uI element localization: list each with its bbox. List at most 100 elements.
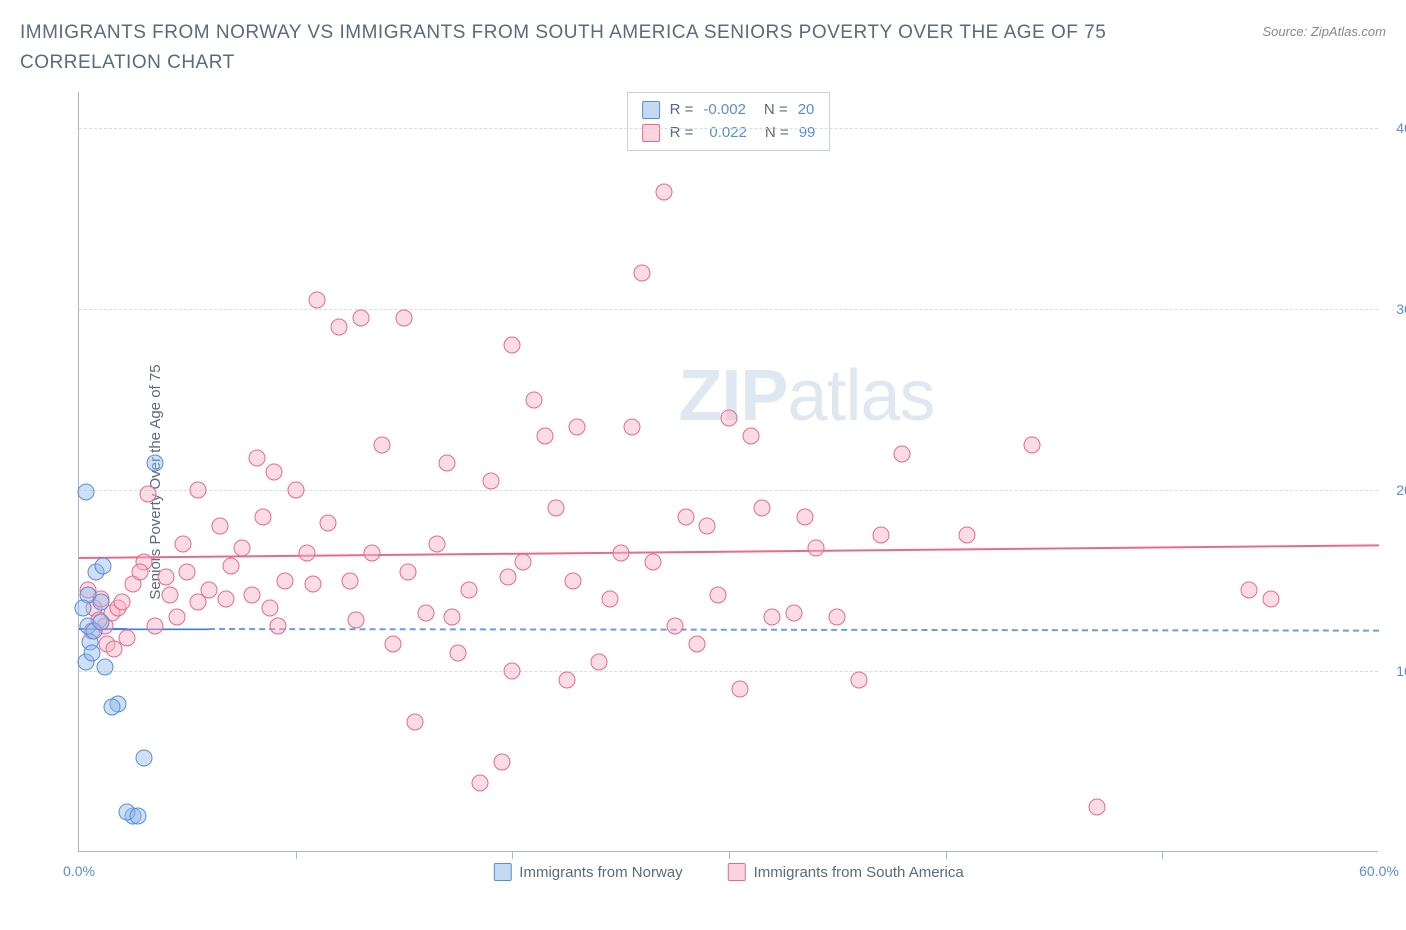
data-point [645,554,662,571]
data-point [320,514,337,531]
data-point [75,599,92,616]
data-point [601,590,618,607]
x-tick [1162,851,1163,859]
data-point [894,445,911,462]
data-point [443,608,460,625]
data-point [634,264,651,281]
data-point [94,558,111,575]
data-point [146,617,163,634]
data-point [666,617,683,634]
data-point [331,319,348,336]
data-point [699,518,716,535]
data-point [363,545,380,562]
chart-header: IMMIGRANTS FROM NORWAY VS IMMIGRANTS FRO… [0,0,1406,89]
swatch-pink-icon [728,863,746,881]
data-point [190,594,207,611]
series-legend: Immigrants from Norway Immigrants from S… [493,863,963,881]
data-point [233,540,250,557]
legend-item-south-america: Immigrants from South America [728,863,964,881]
data-point [103,699,120,716]
data-point [417,605,434,622]
x-tick [296,851,297,859]
data-point [504,337,521,354]
swatch-pink-icon [642,124,660,142]
data-point [439,454,456,471]
data-point [348,612,365,629]
data-point [482,473,499,490]
data-point [266,464,283,481]
data-point [270,617,287,634]
data-point [1241,581,1258,598]
legend-row-south-america: R = 0.022 N = 99 [642,122,816,145]
data-point [753,500,770,517]
data-point [1089,798,1106,815]
gridline [79,490,1378,491]
data-point [493,753,510,770]
y-tick-label: 10.0% [1396,663,1406,679]
x-tick [512,851,513,859]
data-point [742,427,759,444]
data-point [218,590,235,607]
data-point [450,644,467,661]
data-point [92,594,109,611]
data-point [526,391,543,408]
data-point [352,310,369,327]
data-point [406,713,423,730]
data-point [786,605,803,622]
chart-title: IMMIGRANTS FROM NORWAY VS IMMIGRANTS FRO… [20,18,1140,79]
data-point [248,449,265,466]
y-tick-label: 20.0% [1396,482,1406,498]
data-point [114,594,131,611]
trend-line [209,628,1379,632]
data-point [851,672,868,689]
data-point [157,568,174,585]
data-point [222,558,239,575]
x-tick [729,851,730,859]
data-point [721,409,738,426]
data-point [146,454,163,471]
data-point [1024,436,1041,453]
data-point [656,183,673,200]
data-point [211,518,228,535]
data-point [688,635,705,652]
data-point [255,509,272,526]
data-point [565,572,582,589]
data-point [807,540,824,557]
legend-item-norway: Immigrants from Norway [493,863,682,881]
data-point [959,527,976,544]
data-point [536,427,553,444]
data-point [190,482,207,499]
data-point [261,599,278,616]
data-point [504,663,521,680]
gridline [79,128,1378,129]
data-point [341,572,358,589]
data-point [591,654,608,671]
x-tick-label: 0.0% [63,863,95,879]
data-point [84,644,101,661]
x-tick-label: 60.0% [1359,863,1399,879]
data-point [796,509,813,526]
data-point [168,608,185,625]
data-point [500,568,517,585]
data-point [276,572,293,589]
data-point [309,292,326,309]
data-point [764,608,781,625]
data-point [677,509,694,526]
data-point [710,587,727,604]
trend-line [79,544,1379,559]
data-point [385,635,402,652]
gridline [79,671,1378,672]
source-attribution: Source: ZipAtlas.com [1262,24,1386,39]
data-point [162,587,179,604]
data-point [558,672,575,689]
data-point [179,563,196,580]
data-point [97,659,114,676]
data-point [244,587,261,604]
data-point [829,608,846,625]
data-point [287,482,304,499]
watermark: ZIPatlas [678,355,934,437]
data-point [175,536,192,553]
data-point [136,749,153,766]
data-point [1262,590,1279,607]
data-point [612,545,629,562]
